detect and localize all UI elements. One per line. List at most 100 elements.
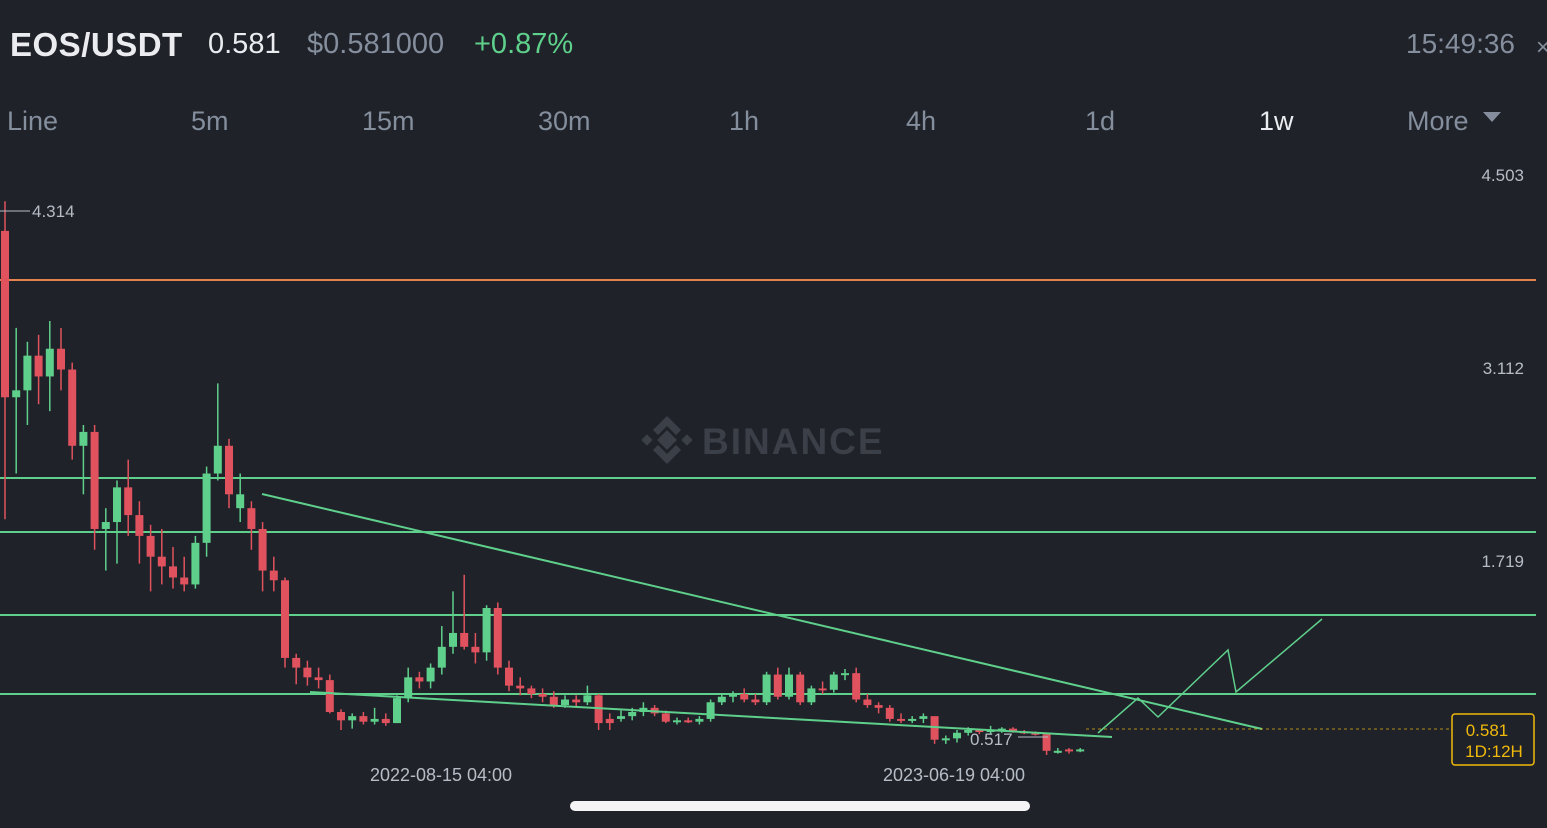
candle-body bbox=[225, 445, 233, 495]
low-marker-label: 0.517 bbox=[970, 730, 1013, 749]
candle-body bbox=[370, 718, 379, 722]
candle-body bbox=[90, 431, 99, 529]
candle-body bbox=[258, 528, 267, 571]
candle-body bbox=[292, 657, 301, 668]
candle-body bbox=[124, 487, 133, 516]
candle-body bbox=[941, 738, 950, 741]
candle-body bbox=[79, 431, 88, 446]
candle-body bbox=[594, 695, 603, 724]
candle-body bbox=[449, 632, 457, 647]
caret-down-icon bbox=[1482, 111, 1501, 122]
candle-body bbox=[337, 711, 345, 721]
candle-body bbox=[281, 580, 289, 658]
candle-body bbox=[953, 732, 961, 739]
candle-body bbox=[393, 698, 401, 724]
tab-more[interactable]: More bbox=[1407, 106, 1501, 137]
candle-body bbox=[818, 688, 827, 691]
more-label: More bbox=[1407, 106, 1469, 136]
candle-body bbox=[527, 688, 536, 694]
candles-group bbox=[1, 201, 1085, 755]
candle-body bbox=[919, 716, 928, 719]
candle-body bbox=[605, 718, 614, 724]
last-price-tag[interactable]: 0.581 1D:12H bbox=[1451, 713, 1535, 766]
candle-body bbox=[191, 542, 200, 585]
candle-body bbox=[975, 730, 984, 733]
tab-15m[interactable]: 15m bbox=[362, 106, 415, 136]
binance-watermark: BINANCE bbox=[641, 416, 885, 464]
candle-body bbox=[762, 674, 771, 703]
candle-body bbox=[437, 646, 446, 668]
support-trendline bbox=[309, 691, 1113, 738]
candle-body bbox=[325, 680, 334, 712]
tab-1d[interactable]: 1d bbox=[1085, 106, 1116, 136]
descending-trendline bbox=[261, 493, 1263, 730]
candle-body bbox=[561, 699, 569, 706]
candle-body bbox=[213, 445, 222, 474]
tab-5m[interactable]: 5m bbox=[191, 106, 229, 136]
candle-body bbox=[34, 355, 43, 377]
candle-body bbox=[661, 713, 670, 722]
candle-body bbox=[505, 667, 513, 686]
candle-body bbox=[807, 688, 816, 703]
candle-body bbox=[471, 646, 480, 653]
candle-body bbox=[874, 705, 883, 708]
candle-body bbox=[1009, 728, 1017, 732]
y-axis-label: 1.719 bbox=[1481, 552, 1524, 571]
candle-body bbox=[236, 494, 245, 509]
candle-body bbox=[572, 699, 581, 703]
home-indicator[interactable] bbox=[570, 801, 1030, 811]
candle-body bbox=[493, 608, 502, 668]
candle-body bbox=[717, 696, 726, 703]
candle-body bbox=[1031, 732, 1040, 735]
x-axis-label: 2022-08-15 04:00 bbox=[370, 765, 512, 785]
binance-logo-icon bbox=[641, 416, 693, 464]
tab-30m[interactable]: 30m bbox=[538, 106, 591, 136]
candle-body bbox=[740, 693, 749, 700]
candle-body bbox=[897, 718, 905, 721]
candle-body bbox=[1, 230, 9, 398]
candle-body bbox=[303, 667, 312, 678]
tab-1h[interactable]: 1h bbox=[729, 106, 760, 136]
candle-body bbox=[460, 632, 469, 647]
candle-body bbox=[684, 720, 693, 723]
candle-body bbox=[146, 535, 155, 557]
candle-body bbox=[549, 696, 558, 706]
candle-body bbox=[1076, 749, 1085, 752]
price-change: +0.87% bbox=[474, 28, 574, 60]
candle-body bbox=[57, 348, 65, 370]
watermark-text: BINANCE bbox=[702, 421, 885, 462]
candle-body bbox=[135, 515, 144, 536]
candle-body bbox=[381, 718, 390, 724]
candle-body bbox=[1065, 749, 1073, 752]
candle-body bbox=[617, 716, 625, 719]
last-price: 0.581 bbox=[208, 28, 281, 60]
candle-body bbox=[964, 730, 973, 733]
candle-body bbox=[482, 608, 491, 653]
high-marker-label: 4.314 bbox=[32, 202, 75, 221]
tab-1w[interactable]: 1w bbox=[1259, 106, 1294, 136]
clock-time: 15:49:36 bbox=[1406, 28, 1515, 59]
candle-body bbox=[180, 577, 189, 585]
candle-body bbox=[348, 716, 357, 721]
tab-4h[interactable]: 4h bbox=[906, 106, 937, 136]
close-icon[interactable]: × bbox=[1536, 34, 1547, 61]
candle-body bbox=[23, 355, 32, 391]
candle-body bbox=[202, 473, 211, 543]
candle-body bbox=[415, 677, 424, 682]
candle-body bbox=[829, 674, 838, 690]
usd-price: $0.581000 bbox=[307, 28, 445, 60]
tab-line[interactable]: Line bbox=[7, 106, 59, 136]
candle-body bbox=[516, 685, 525, 689]
candle-body bbox=[841, 673, 849, 676]
candle-body bbox=[885, 707, 894, 719]
candle-body bbox=[706, 702, 715, 719]
candle-body bbox=[785, 674, 793, 697]
x-axis-label: 2023-06-19 04:00 bbox=[883, 765, 1025, 785]
candle-body bbox=[796, 674, 805, 703]
candle-body bbox=[1042, 734, 1051, 751]
candle-body bbox=[269, 570, 278, 581]
pair-name[interactable]: EOS/USDT bbox=[10, 26, 183, 63]
candle-body bbox=[729, 693, 737, 697]
candle-body bbox=[101, 522, 110, 529]
